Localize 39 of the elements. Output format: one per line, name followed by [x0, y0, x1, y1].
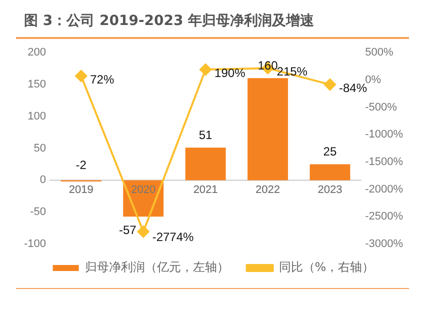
- point: [75, 70, 88, 82]
- data-label: 160: [258, 58, 278, 72]
- x-tick-label: 2023: [318, 184, 342, 196]
- data-label: -84%: [338, 80, 368, 95]
- bar: [248, 78, 288, 180]
- y2-tick-label: -500%: [365, 101, 398, 114]
- data-label: -2774%: [152, 230, 194, 244]
- y2-tick-label: -2000%: [365, 183, 404, 196]
- data-label: 25: [323, 144, 337, 159]
- y-tick-label: 150: [28, 78, 46, 91]
- y-tick-label: 0: [40, 174, 46, 186]
- y-tick-label: 50: [34, 142, 46, 154]
- data-label: -57: [118, 222, 137, 237]
- y2-tick-label: -1500%: [365, 156, 404, 168]
- point: [200, 64, 212, 76]
- data-label: 190%: [214, 66, 246, 80]
- y-tick-label: 100: [28, 110, 46, 122]
- x-tick-label: 2021: [193, 184, 218, 196]
- data-label: 72%: [90, 72, 114, 86]
- point: [137, 226, 150, 238]
- data-label: 51: [198, 128, 213, 142]
- y2-tick-label: 500%: [365, 46, 394, 59]
- bar: [185, 148, 226, 180]
- y2-tick-label: -3000%: [365, 238, 404, 250]
- data-label: -2: [76, 158, 87, 172]
- x-tick-label: 2022: [256, 184, 280, 196]
- point: [324, 78, 336, 91]
- y2-tick-label: -2500%: [365, 210, 404, 223]
- y-tick-label: 200: [28, 46, 46, 59]
- x-tick-label: 2019: [68, 184, 94, 196]
- legend-label: 同比（%，右轴）: [278, 260, 374, 274]
- y-tick-label: -50: [30, 206, 46, 218]
- chart-title: 图 3：公司 2019-2023 年归母净利润及增速: [24, 12, 314, 30]
- y2-tick-label: 0%: [365, 74, 382, 86]
- y2-tick-label: -1000%: [365, 128, 404, 141]
- x-tick-label: 2020: [131, 184, 156, 196]
- bar: [310, 164, 350, 180]
- legend-label: 归母净利润（亿元，左轴）: [84, 260, 229, 274]
- y-tick-label: -100: [24, 238, 46, 250]
